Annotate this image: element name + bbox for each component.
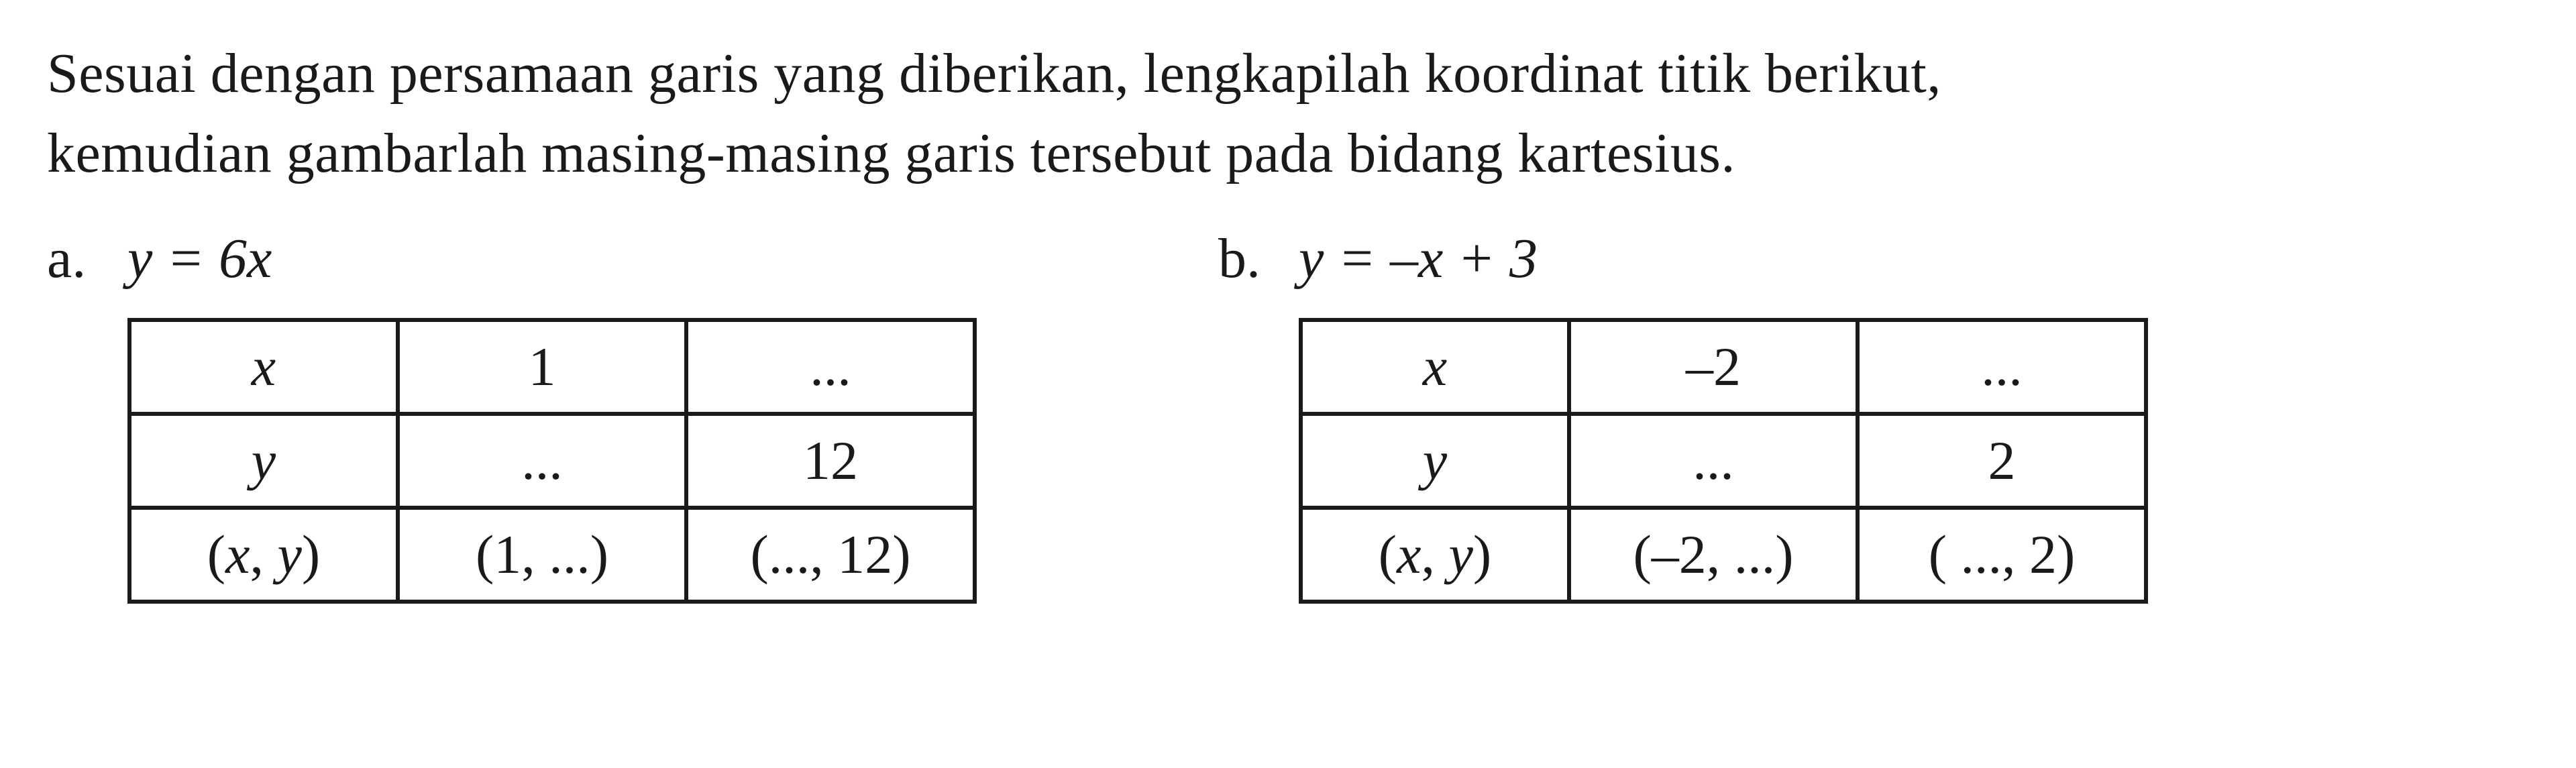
cell-y-2: 12 <box>686 414 975 508</box>
intro-text: Sesuai dengan persamaan garis yang diber… <box>47 34 2529 194</box>
problem-a: a. y = 6x x 1 ... y ... 12 (x, <box>47 226 977 604</box>
cell-header-x: x <box>129 320 398 414</box>
table-row: x 1 ... <box>129 320 975 414</box>
problem-a-table-wrap: x 1 ... y ... 12 (x, y) (1, ...) (..., 1… <box>127 318 977 604</box>
cell-header-y: y <box>129 414 398 508</box>
cell-header-x: x <box>1301 320 1569 414</box>
table-row: (x, y) (–2, ...) ( ..., 2) <box>1301 508 2146 602</box>
problem-a-label: a. <box>47 226 127 291</box>
problem-b-equation: y = –x + 3 <box>1299 226 1538 291</box>
table-row: y ... 12 <box>129 414 975 508</box>
intro-line-2: kemudian gambarlah masing-masing garis t… <box>47 122 1735 184</box>
cell-y-2: 2 <box>1858 414 2146 508</box>
problems-row: a. y = 6x x 1 ... y ... 12 (x, <box>47 226 2529 604</box>
problem-b: b. y = –x + 3 x –2 ... y ... 2 <box>1218 226 2148 604</box>
table-row: y ... 2 <box>1301 414 2146 508</box>
cell-xy-2: (..., 12) <box>686 508 975 602</box>
cell-header-xy: (x, y) <box>1301 508 1569 602</box>
cell-y-1: ... <box>1569 414 1858 508</box>
cell-xy-1: (1, ...) <box>398 508 686 602</box>
problem-b-label: b. <box>1218 226 1299 291</box>
problem-b-heading: b. y = –x + 3 <box>1218 226 2148 291</box>
table-row: (x, y) (1, ...) (..., 12) <box>129 508 975 602</box>
cell-header-xy: (x, y) <box>129 508 398 602</box>
problem-b-table-wrap: x –2 ... y ... 2 (x, y) (–2, ...) ( ...,… <box>1299 318 2148 604</box>
page: Sesuai dengan persamaan garis yang diber… <box>0 0 2576 617</box>
cell-x-1: –2 <box>1569 320 1858 414</box>
problem-a-heading: a. y = 6x <box>47 226 977 291</box>
cell-x-1: 1 <box>398 320 686 414</box>
problem-b-table: x –2 ... y ... 2 (x, y) (–2, ...) ( ...,… <box>1299 318 2148 604</box>
cell-x-2: ... <box>1858 320 2146 414</box>
cell-xy-2: ( ..., 2) <box>1858 508 2146 602</box>
cell-xy-1: (–2, ...) <box>1569 508 1858 602</box>
cell-header-y: y <box>1301 414 1569 508</box>
cell-x-2: ... <box>686 320 975 414</box>
problem-a-equation: y = 6x <box>127 226 272 291</box>
cell-y-1: ... <box>398 414 686 508</box>
table-row: x –2 ... <box>1301 320 2146 414</box>
problem-a-table: x 1 ... y ... 12 (x, y) (1, ...) (..., 1… <box>127 318 977 604</box>
intro-line-1: Sesuai dengan persamaan garis yang diber… <box>47 42 1941 105</box>
